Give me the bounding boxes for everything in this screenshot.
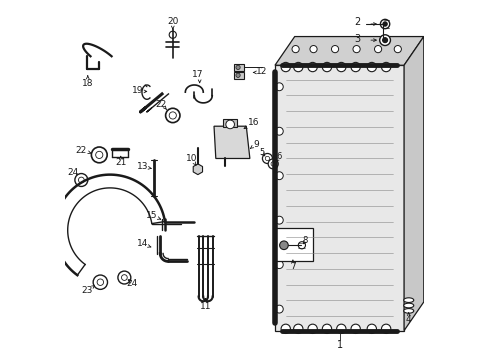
Circle shape xyxy=(309,45,317,53)
Circle shape xyxy=(279,241,287,249)
Text: 2: 2 xyxy=(354,17,360,27)
Text: 22: 22 xyxy=(76,146,87,155)
Circle shape xyxy=(322,62,331,72)
Circle shape xyxy=(293,62,303,72)
Circle shape xyxy=(379,35,389,45)
Text: 12: 12 xyxy=(256,67,267,76)
Text: 23: 23 xyxy=(81,286,92,295)
Circle shape xyxy=(275,172,283,180)
Text: 11: 11 xyxy=(200,302,211,311)
Circle shape xyxy=(382,22,386,26)
Text: 16: 16 xyxy=(247,118,259,127)
Text: 13: 13 xyxy=(136,162,148,171)
Circle shape xyxy=(366,324,376,333)
Ellipse shape xyxy=(403,303,413,308)
Circle shape xyxy=(275,216,283,224)
Ellipse shape xyxy=(403,309,413,313)
Bar xyxy=(274,228,312,261)
Circle shape xyxy=(270,162,275,166)
Circle shape xyxy=(293,324,303,333)
Text: 17: 17 xyxy=(192,71,203,80)
Circle shape xyxy=(75,174,88,186)
Circle shape xyxy=(275,83,283,91)
Circle shape xyxy=(96,151,102,158)
Circle shape xyxy=(336,62,346,72)
Circle shape xyxy=(374,45,381,53)
Circle shape xyxy=(336,324,346,333)
Circle shape xyxy=(331,45,338,53)
Bar xyxy=(223,120,237,127)
Circle shape xyxy=(352,45,360,53)
Circle shape xyxy=(307,324,317,333)
Text: 9: 9 xyxy=(253,140,259,149)
Circle shape xyxy=(281,324,290,333)
Text: 8: 8 xyxy=(302,236,307,245)
Polygon shape xyxy=(214,126,249,158)
Circle shape xyxy=(78,177,84,183)
Circle shape xyxy=(235,65,240,69)
Bar xyxy=(233,72,244,79)
Circle shape xyxy=(91,147,107,163)
Circle shape xyxy=(265,156,269,161)
Circle shape xyxy=(381,324,390,333)
Text: 18: 18 xyxy=(82,79,93,88)
Circle shape xyxy=(93,275,107,289)
Circle shape xyxy=(275,261,283,269)
Circle shape xyxy=(262,153,272,163)
Text: 14: 14 xyxy=(136,239,148,248)
Text: 20: 20 xyxy=(167,17,178,26)
Text: 21: 21 xyxy=(115,158,126,167)
Circle shape xyxy=(291,45,299,53)
Circle shape xyxy=(350,62,360,72)
Text: 24: 24 xyxy=(125,279,137,288)
Bar xyxy=(233,64,244,71)
Polygon shape xyxy=(193,164,202,175)
Text: 22: 22 xyxy=(155,100,166,109)
Circle shape xyxy=(307,62,317,72)
Text: 19: 19 xyxy=(132,86,143,95)
Text: 5: 5 xyxy=(259,148,264,157)
Circle shape xyxy=(381,62,390,72)
Circle shape xyxy=(235,73,240,77)
Text: 1: 1 xyxy=(336,340,342,350)
Polygon shape xyxy=(274,65,403,330)
Circle shape xyxy=(322,324,331,333)
Circle shape xyxy=(118,271,131,284)
Text: 15: 15 xyxy=(146,211,158,220)
Circle shape xyxy=(169,31,176,39)
Circle shape xyxy=(169,112,176,119)
Circle shape xyxy=(366,62,376,72)
Circle shape xyxy=(275,127,283,135)
Circle shape xyxy=(298,242,305,249)
Circle shape xyxy=(121,275,127,280)
Polygon shape xyxy=(274,37,423,65)
Text: 24: 24 xyxy=(68,168,79,177)
Circle shape xyxy=(275,305,283,313)
Circle shape xyxy=(165,108,180,123)
Circle shape xyxy=(382,38,387,42)
Text: 4: 4 xyxy=(405,315,411,324)
Circle shape xyxy=(350,324,360,333)
Text: 6: 6 xyxy=(276,152,281,161)
Text: 7: 7 xyxy=(289,262,295,271)
Circle shape xyxy=(225,120,234,129)
Text: 3: 3 xyxy=(354,34,360,44)
Ellipse shape xyxy=(403,298,413,302)
Circle shape xyxy=(281,62,290,72)
Circle shape xyxy=(393,45,401,53)
Polygon shape xyxy=(403,37,423,330)
Text: 10: 10 xyxy=(185,154,197,163)
Circle shape xyxy=(380,19,389,29)
Circle shape xyxy=(97,279,103,285)
Circle shape xyxy=(267,159,278,169)
